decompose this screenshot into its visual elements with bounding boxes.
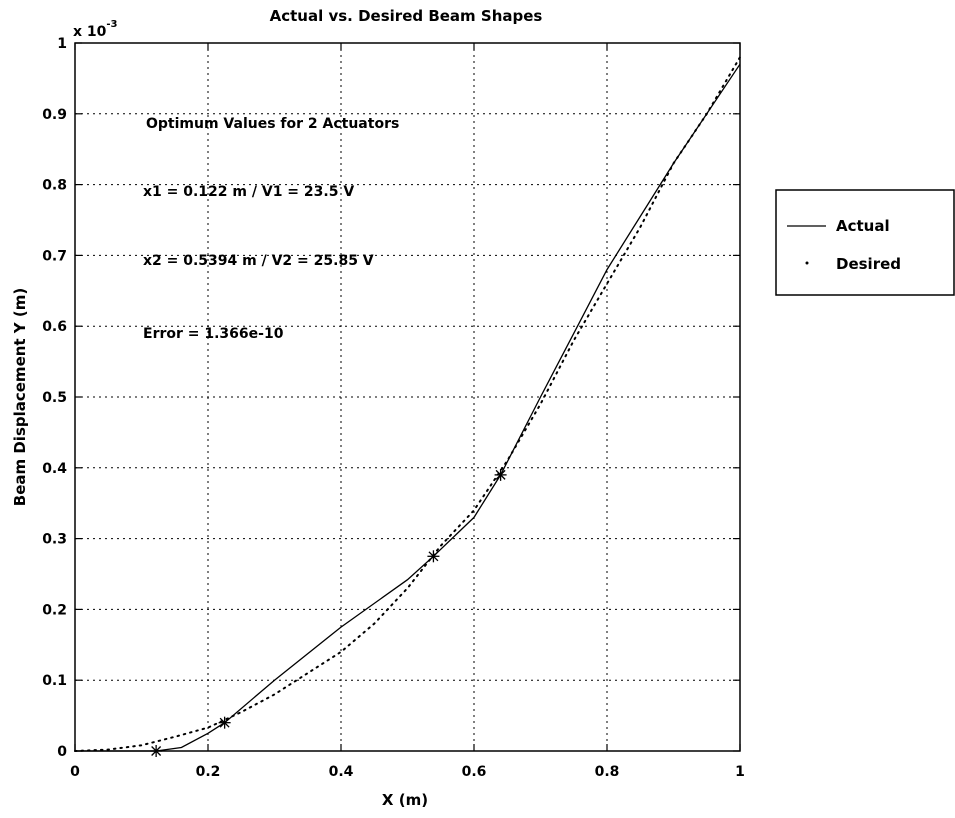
y-multiplier-exponent: -3 <box>106 19 117 30</box>
grid <box>74 42 741 752</box>
y-tick-label: 0.1 <box>42 673 67 689</box>
annotation-error: Error = 1.366e-10 <box>143 326 284 342</box>
x-tick-label: 1 <box>735 764 745 780</box>
series-actual-line <box>75 63 741 752</box>
chart-title: Actual vs. Desired Beam Shapes <box>270 7 543 25</box>
y-tick-label: 0.2 <box>42 602 67 618</box>
y-multiplier: x 10-3 <box>73 19 118 40</box>
y-tick-label: 0.6 <box>42 319 67 335</box>
y-tick-label: 0.8 <box>42 178 67 194</box>
y-tick-label: 0 <box>57 744 67 760</box>
legend-box <box>775 189 955 296</box>
y-tick-label: 0.3 <box>42 532 67 548</box>
y-tick-label: 0.7 <box>42 248 67 264</box>
x-tick-label: 0.6 <box>462 764 487 780</box>
actuator-marker <box>218 716 231 729</box>
actuator-marker <box>494 468 507 481</box>
x-tick-labels: 0 0.2 0.4 0.6 0.8 1 <box>70 764 745 780</box>
y-tick-label: 1 <box>57 36 67 52</box>
y-axis-label: Beam Displacement Y (m) <box>11 288 29 506</box>
y-tick-labels: 0 0.1 0.2 0.3 0.4 0.5 0.6 0.7 0.8 0.9 1 <box>42 36 67 760</box>
legend-actual-label: Actual <box>836 217 890 235</box>
annotation-actuator-2: x2 = 0.5394 m / V2 = 25.85 V <box>143 253 374 269</box>
x-tick-label: 0 <box>70 764 80 780</box>
actuator-marker <box>150 745 163 757</box>
y-tick-label: 0.9 <box>42 107 67 123</box>
legend: Actual Desired <box>775 189 955 296</box>
x-axis-label: X (m) <box>382 791 428 809</box>
series-desired-line <box>74 56 741 752</box>
actuator-marker <box>427 550 440 563</box>
y-multiplier-base: x 10 <box>73 24 107 40</box>
annotation-actuator-1: x1 = 0.122 m / V1 = 23.5 V <box>143 184 354 200</box>
x-tick-label: 0.8 <box>595 764 620 780</box>
annotation-title: Optimum Values for 2 Actuators <box>146 116 399 132</box>
legend-desired-label: Desired <box>836 255 901 273</box>
x-tick-label: 0.4 <box>329 764 354 780</box>
legend-desired-swatch <box>805 261 809 265</box>
y-tick-label: 0.5 <box>42 390 67 406</box>
y-tick-label: 0.4 <box>42 461 67 477</box>
actuator-markers <box>150 468 507 757</box>
x-tick-label: 0.2 <box>196 764 221 780</box>
